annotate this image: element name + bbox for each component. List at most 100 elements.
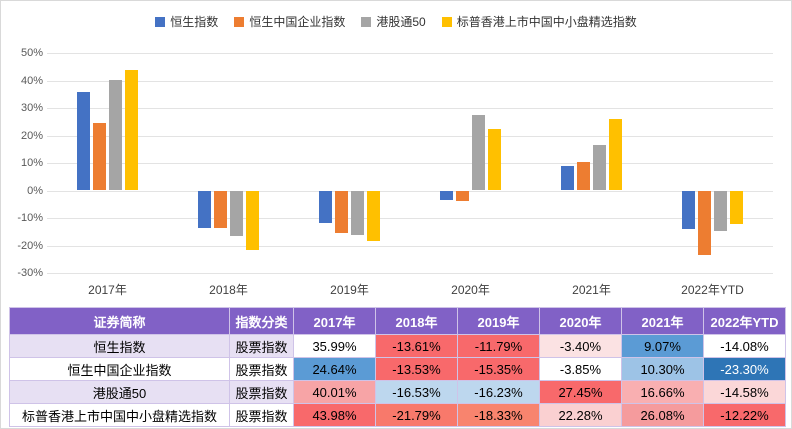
- bar-segment: [214, 190, 227, 228]
- bar-segment: [488, 129, 501, 191]
- bar-segment: [367, 190, 380, 241]
- header-2021[interactable]: 2021年: [621, 307, 704, 335]
- gridline: [47, 163, 773, 164]
- gridline: [47, 245, 773, 247]
- security-name-cell[interactable]: 标普香港上市中国中小盘精选指数: [9, 403, 230, 427]
- y-axis-tick-label: -10%: [17, 212, 43, 224]
- return-value-cell[interactable]: 40.01%: [293, 380, 376, 404]
- table-row: 标普香港上市中国中小盘精选指数 股票指数 43.98% -21.79% -18.33% 2…: [9, 403, 786, 427]
- index-category-cell[interactable]: 股票指数: [229, 403, 294, 427]
- header-2017[interactable]: 2017年: [293, 307, 376, 335]
- return-value-cell[interactable]: 16.66%: [621, 380, 704, 404]
- x-axis-tick-label: 2018年: [209, 283, 248, 297]
- x-axis-tick-label: 2022年YTD: [681, 283, 744, 297]
- bar-segment: [561, 165, 574, 191]
- legend-label: 标普香港上市中国中小盘精选指数: [456, 15, 637, 29]
- index-category-cell[interactable]: 股票指数: [229, 357, 294, 381]
- return-value-cell[interactable]: -15.35%: [457, 357, 540, 381]
- index-category-cell[interactable]: 股票指数: [229, 334, 294, 358]
- bar-segment: [335, 190, 348, 233]
- x-axis-tick-label: 2020年: [451, 283, 490, 297]
- return-value-cell[interactable]: 9.07%: [621, 334, 704, 358]
- return-value-cell[interactable]: 27.45%: [539, 380, 622, 404]
- performance-table: 证券简称 指数分类 2017年 2018年 2019年 2020年 2021年 …: [9, 307, 786, 427]
- x-axis-tick-label: 2017年: [88, 283, 127, 297]
- header-index-category[interactable]: 指数分类: [229, 307, 294, 335]
- return-value-cell[interactable]: -3.85%: [539, 357, 622, 381]
- table-row: 港股通50 股票指数 40.01% -16.53% -16.23% 27.45% 16.66…: [9, 380, 786, 404]
- legend-item-hs-china-ent[interactable]: 恒生中国企业指数: [234, 13, 345, 30]
- legend-label: 恒生指数: [170, 15, 219, 29]
- y-axis-tick-label: -20%: [17, 239, 43, 252]
- return-value-cell[interactable]: -23.30%: [703, 357, 786, 381]
- bar-segment: [198, 190, 211, 228]
- return-value-cell[interactable]: 22.28%: [539, 403, 622, 427]
- bar-segment: [93, 122, 106, 191]
- bar-segment: [577, 162, 590, 191]
- table-row: 恒生指数 股票指数 35.99% -13.61% -11.79% -3.40% 9.07% -…: [9, 334, 786, 358]
- return-value-cell[interactable]: -11.79%: [457, 334, 540, 358]
- bar-segment: [109, 80, 122, 191]
- x-axis-tick-label: 2021年: [572, 283, 611, 297]
- bar-segment: [593, 144, 606, 191]
- legend-swatch-icon: [234, 16, 245, 27]
- return-value-cell[interactable]: 43.98%: [293, 403, 376, 427]
- gridline: [47, 218, 773, 219]
- return-value-cell[interactable]: -18.33%: [457, 403, 540, 427]
- y-axis-tick-label: -30%: [17, 267, 43, 279]
- legend-label: 恒生中国企业指数: [249, 15, 346, 29]
- bar-segment: [730, 190, 743, 225]
- return-value-cell[interactable]: -16.23%: [457, 380, 540, 404]
- y-axis-tick-label: 40%: [20, 74, 43, 87]
- gridline: [47, 108, 773, 109]
- legend-item-hang-seng[interactable]: 恒生指数: [155, 13, 218, 30]
- gridline: [47, 190, 773, 192]
- header-2018[interactable]: 2018年: [375, 307, 458, 335]
- performance-bar-chart: 50% 40% 30% 20% 10% 0% -10% -20% -30% 2017年 2018年 2…: [17, 47, 773, 297]
- header-2019[interactable]: 2019年: [457, 307, 540, 335]
- return-value-cell[interactable]: 35.99%: [293, 334, 376, 358]
- return-value-cell[interactable]: -14.58%: [703, 380, 786, 404]
- return-value-cell[interactable]: 24.64%: [293, 357, 376, 381]
- bar-segment: [319, 190, 332, 223]
- security-name-cell[interactable]: 恒生中国企业指数: [9, 357, 230, 381]
- bar-segment: [440, 190, 453, 200]
- return-value-cell[interactable]: 26.08%: [621, 403, 704, 427]
- x-axis-tick-label: 2019年: [330, 283, 369, 297]
- y-axis-tick-label: 20%: [20, 129, 43, 142]
- bar-segment: [698, 190, 711, 255]
- gridline: [47, 80, 773, 82]
- legend-swatch-icon: [155, 16, 166, 27]
- y-axis-tick-label: 10%: [20, 157, 43, 169]
- bar-segment: [456, 190, 469, 202]
- return-value-cell[interactable]: -13.53%: [375, 357, 458, 381]
- return-value-cell[interactable]: -3.40%: [539, 334, 622, 358]
- return-value-cell[interactable]: -16.53%: [375, 380, 458, 404]
- bar-segment: [472, 115, 485, 191]
- bar-segment: [609, 118, 622, 191]
- header-2022-ytd[interactable]: 2022年YTD: [703, 307, 786, 335]
- legend-item-sp-hk-smallmid[interactable]: 标普香港上市中国中小盘精选指数: [441, 13, 637, 30]
- header-2020[interactable]: 2020年: [539, 307, 622, 335]
- legend-item-hk-connect-50[interactable]: 港股通50: [361, 13, 426, 30]
- bar-segment: [714, 190, 727, 231]
- legend-swatch-icon: [441, 16, 452, 27]
- y-axis-tick-label: 0%: [27, 184, 43, 197]
- security-name-cell[interactable]: 恒生指数: [9, 334, 230, 358]
- return-value-cell[interactable]: -13.61%: [375, 334, 458, 358]
- bar-segment: [246, 190, 259, 251]
- return-value-cell[interactable]: -21.79%: [375, 403, 458, 427]
- table-row: 恒生中国企业指数 股票指数 24.64% -13.53% -15.35% -3.85% 10…: [9, 357, 786, 381]
- table-body: 恒生指数 股票指数 35.99% -13.61% -11.79% -3.40% 9.07% -…: [9, 334, 786, 427]
- gridline: [47, 273, 773, 274]
- index-category-cell[interactable]: 股票指数: [229, 380, 294, 404]
- bar-segment: [682, 190, 695, 230]
- return-value-cell[interactable]: -12.22%: [703, 403, 786, 427]
- chart-legend: 恒生指数 恒生中国企业指数 港股通50 标普香港上市中国中小盘精选指数: [1, 13, 791, 30]
- security-name-cell[interactable]: 港股通50: [9, 380, 230, 404]
- return-value-cell[interactable]: -14.08%: [703, 334, 786, 358]
- return-value-cell[interactable]: 10.30%: [621, 357, 704, 381]
- header-security-name[interactable]: 证券简称: [9, 307, 230, 335]
- gridline: [47, 53, 773, 54]
